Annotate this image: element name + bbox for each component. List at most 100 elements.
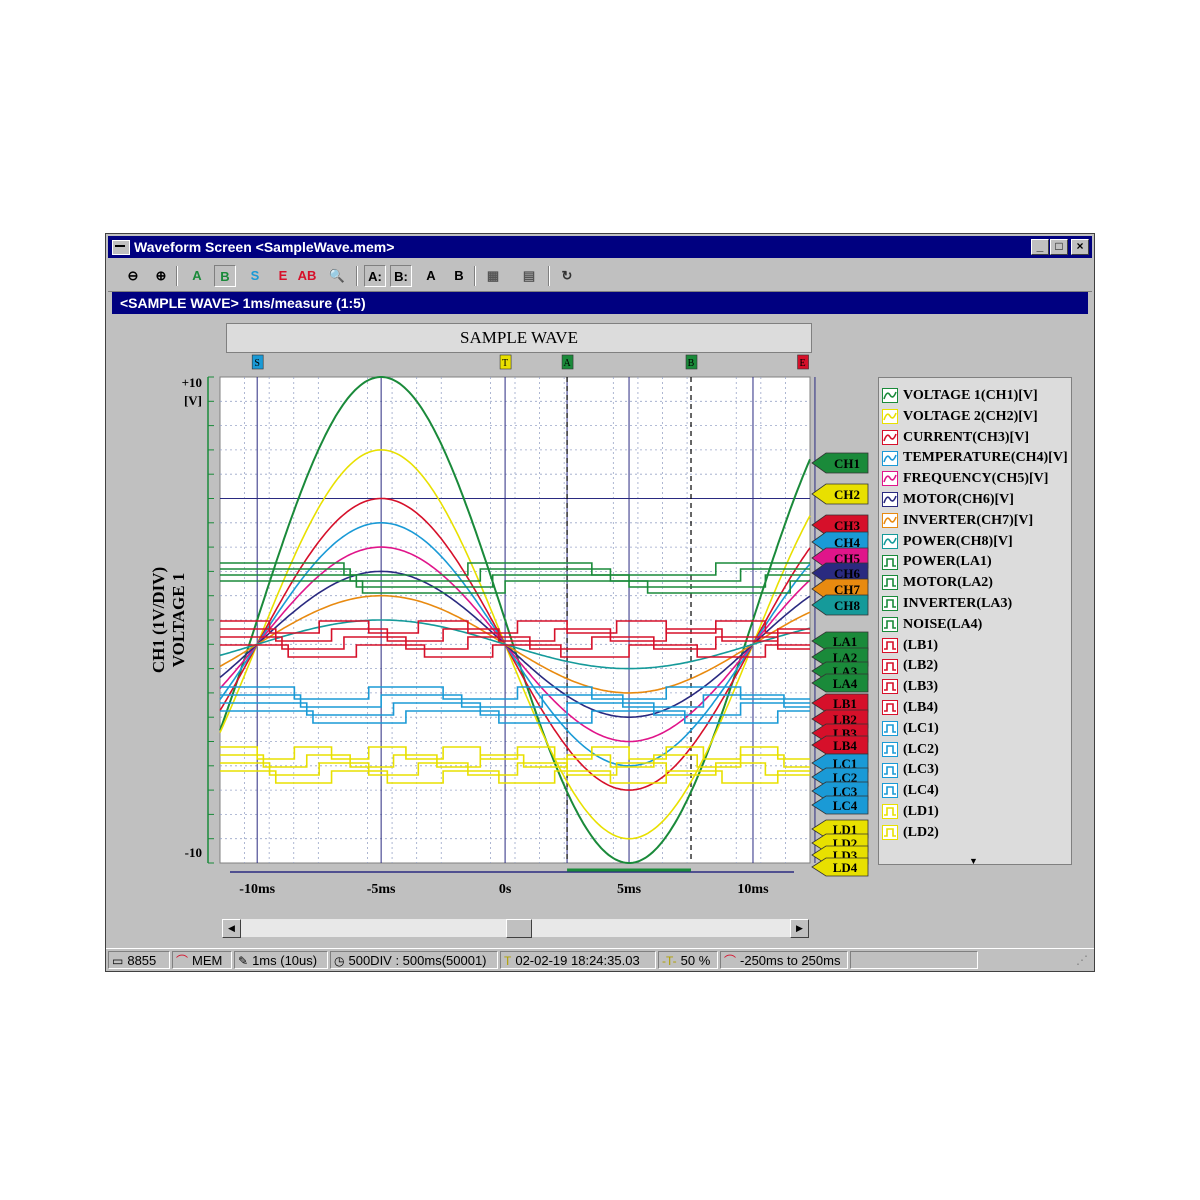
b-text-icon[interactable]: B [454,268,464,283]
legend-item[interactable]: (LC3) [882,760,939,779]
legend-item[interactable]: TEMPERATURE(CH4)[V] [882,448,1068,467]
logic-tag-lb1[interactable] [811,693,869,713]
status-model-value: 8855 [127,953,157,968]
series-line-ch5 [219,546,811,743]
legend-label: (LB3) [903,679,938,695]
status-pre-trigger: -T- 50 % [658,951,718,969]
time-scrollbar[interactable]: ◀ ▶ [222,919,809,938]
waveform-app-icon [112,240,130,255]
marker-t-icon[interactable] [499,354,512,370]
waveform-swatch-icon [882,492,898,508]
b-jump-icon[interactable]: B: [390,265,412,287]
legend-item[interactable]: INVERTER(LA3) [882,594,1012,613]
channel-tag-label: CH4 [834,535,861,550]
legend-label: MOTOR(CH6)[V] [903,492,1014,507]
ab-search-icon[interactable]: AB [297,268,317,283]
waveform-window: Waveform Screen <SampleWave.mem> _ □ × ⊖… [105,233,1095,972]
close-button[interactable]: × [1071,239,1089,255]
search-icon[interactable]: 🔍 [328,268,346,283]
toolbar-separator [548,266,550,286]
channel-tag-ch2[interactable] [811,483,869,505]
marker-e-icon[interactable] [797,354,809,370]
legend-label: FREQUENCY(CH5)[V] [903,471,1049,487]
maximize-button[interactable]: □ [1050,239,1068,255]
legend-item[interactable]: (LB1) [882,636,938,655]
logic-trace-lc2 [220,694,810,708]
legend-item[interactable]: (LB2) [882,656,938,675]
logic-tag-la1[interactable] [811,631,869,651]
a-text-icon[interactable]: A [426,268,436,283]
channel-tag-ch8[interactable] [811,594,869,616]
waveform-chart[interactable]: S T A B E +10 [V] -10 CH1 (1V/DIV) VOLTAGE 1 CH1 CH… [112,315,872,915]
a-jump-icon[interactable]: A: [364,265,386,287]
logic-tag-label: LC4 [833,798,858,813]
zoom-out-icon[interactable]: ⊖ [127,268,139,283]
legend-label: (LC1) [903,720,939,736]
title-bar[interactable]: Waveform Screen <SampleWave.mem> _ □ × [108,236,1092,258]
end-marker-icon[interactable]: E [278,268,288,283]
legend-item[interactable]: VOLTAGE 2(CH2)[V] [882,407,1038,426]
channel-tag-label: CH7 [834,582,861,597]
legend-item[interactable]: INVERTER(CH7)[V] [882,511,1033,530]
logic-swatch-icon [882,617,898,633]
legend-scroll-down-icon[interactable]: ▼ [969,856,978,866]
channel-tag-label: CH6 [834,566,861,581]
logic-tag-label: LD4 [833,860,858,875]
logic-trace-ld4 [220,770,810,784]
clock-icon: ◷ [334,954,345,968]
legend-item[interactable]: POWER(LA1) [882,552,992,571]
channel-tag-ch1[interactable] [811,452,869,474]
logic-tag-label: LA2 [833,650,858,665]
start-marker-icon[interactable]: S [250,268,260,283]
scroll-thumb[interactable] [506,919,532,938]
legend-item[interactable]: (LC1) [882,719,939,738]
logic-tag-lc4[interactable] [811,795,869,815]
legend-item[interactable]: (LB3) [882,677,938,696]
chart-settings-icon[interactable]: ▦ [486,268,500,283]
legend-item[interactable]: VOLTAGE 1(CH1)[V] [882,386,1038,405]
logic-swatch-icon [882,554,898,570]
legend-item[interactable]: MOTOR(LA2) [882,573,993,592]
logic-swatch-icon [882,741,898,757]
logic-tag-ld4[interactable] [811,857,869,877]
refresh-icon[interactable]: ↻ [561,268,573,283]
legend-label: (LC3) [903,762,939,778]
legend-item[interactable]: (LC2) [882,740,939,759]
scroll-left-button[interactable]: ◀ [222,919,241,938]
legend-item[interactable]: (LB4) [882,698,938,717]
marker-a-icon[interactable] [561,354,574,370]
logic-tag-lb4[interactable] [811,735,869,755]
channel-tag-label: CH8 [834,598,861,613]
logic-swatch-icon [882,783,898,799]
legend-item[interactable]: (LD2) [882,823,939,842]
logic-swatch-icon [882,637,898,653]
legend-item[interactable]: MOTOR(CH6)[V] [882,490,1014,509]
toolbar: ⊖ ⊕ A B S E AB 🔍 A: B: A B ▦ ▤ ↻ [108,261,1092,292]
resize-grip-icon[interactable]: ⋰ [1076,953,1088,967]
legend-item[interactable]: (LD1) [882,802,939,821]
zoom-in-icon[interactable]: ⊕ [155,268,167,283]
legend-item[interactable]: POWER(CH8)[V] [882,532,1013,551]
marker-t-label: T [502,358,508,369]
legend-item[interactable]: NOISE(LA4) [882,615,982,634]
minimize-button[interactable]: _ [1031,239,1049,255]
scroll-right-button[interactable]: ▶ [790,919,809,938]
cursor-b-icon[interactable]: B [214,265,236,287]
logic-tag-la4[interactable] [811,673,869,693]
trigger-icon: T [504,954,512,968]
logic-trace-ld1 [220,746,810,760]
cursor-a-icon[interactable]: A [192,268,202,283]
logic-tag-label: LA4 [833,676,858,691]
marker-s-icon[interactable] [251,354,264,370]
status-trigger-time-value: 02-02-19 18:24:35.03 [515,953,640,968]
waveform-swatch-icon [882,471,898,487]
print-icon[interactable]: ▤ [522,268,536,283]
device-icon: ▭ [112,954,124,968]
status-empty [850,951,978,969]
legend-item[interactable]: CURRENT(CH3)[V] [882,428,1029,447]
series-line-ch6 [219,570,811,719]
marker-b-icon[interactable] [685,354,698,370]
legend-item[interactable]: (LC4) [882,781,939,800]
x-tick-label: 5ms [617,882,642,897]
legend-item[interactable]: FREQUENCY(CH5)[V] [882,469,1048,488]
